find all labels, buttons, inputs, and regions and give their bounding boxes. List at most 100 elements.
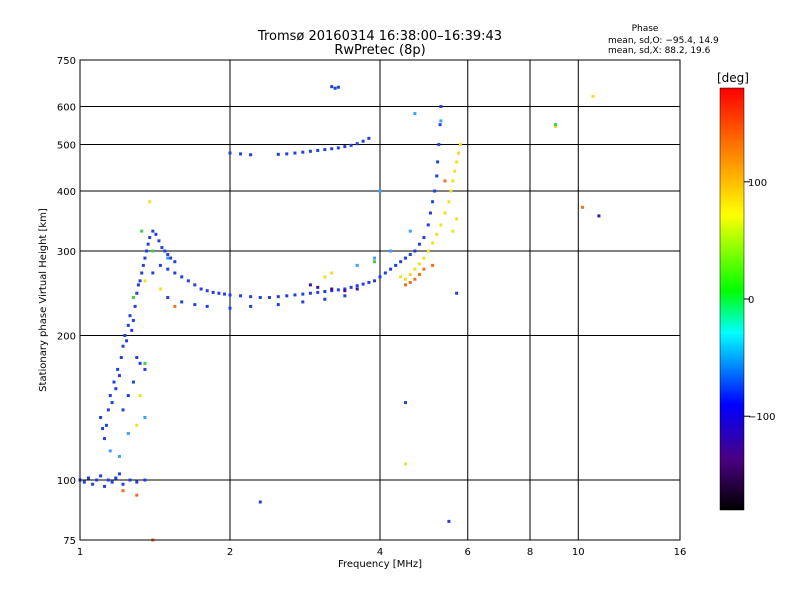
data-point xyxy=(186,279,190,283)
data-point xyxy=(128,478,132,482)
data-point xyxy=(173,271,177,275)
y-tick-label: 400 xyxy=(57,187,76,198)
data-point xyxy=(336,146,340,150)
data-point xyxy=(154,232,158,236)
data-point xyxy=(323,297,327,301)
data-point xyxy=(117,454,121,458)
data-point xyxy=(408,273,412,277)
data-points xyxy=(78,85,601,542)
data-point xyxy=(378,189,382,193)
data-point xyxy=(135,480,139,484)
data-point xyxy=(453,169,457,173)
colorbar-label: [deg] xyxy=(717,71,749,85)
data-point xyxy=(276,152,280,156)
data-point xyxy=(110,401,114,405)
data-point xyxy=(417,273,421,277)
data-point xyxy=(301,300,305,304)
data-point xyxy=(180,275,184,279)
data-point xyxy=(435,232,439,236)
y-axis-label: Stationary phase Virtual Height [km] xyxy=(38,208,49,392)
data-point xyxy=(140,271,144,275)
data-point xyxy=(443,179,447,183)
data-point xyxy=(451,179,455,183)
data-point xyxy=(417,262,421,266)
data-point xyxy=(438,123,442,127)
x-tick-label: 6 xyxy=(465,547,471,558)
data-point xyxy=(119,355,123,359)
data-point xyxy=(91,482,95,486)
data-point xyxy=(145,249,149,253)
data-point xyxy=(336,288,340,292)
data-point xyxy=(193,303,197,307)
data-point xyxy=(355,142,359,146)
data-point xyxy=(95,478,99,482)
data-point xyxy=(148,236,152,240)
data-point xyxy=(293,151,297,155)
data-point xyxy=(138,361,142,365)
data-point xyxy=(285,294,289,298)
data-point xyxy=(166,296,170,300)
colorbar-tick-label: 100 xyxy=(748,178,767,189)
data-point xyxy=(121,344,125,348)
data-point xyxy=(343,289,347,293)
data-point xyxy=(146,242,150,246)
grid-lines xyxy=(80,60,680,540)
data-point xyxy=(199,287,203,291)
data-point xyxy=(437,143,441,147)
data-point xyxy=(436,160,440,164)
x-axis-label: Frequency [MHz] xyxy=(338,559,422,570)
x-axis-ticks: 1 2 4 6 8 10 16 xyxy=(77,547,687,558)
data-point xyxy=(413,267,417,271)
data-point xyxy=(136,283,140,287)
data-point xyxy=(180,300,184,304)
data-point xyxy=(114,387,118,391)
x-tick-label: 10 xyxy=(572,547,585,558)
data-point xyxy=(125,339,129,343)
data-point xyxy=(383,271,387,275)
data-point xyxy=(126,323,130,327)
chart-subtitle: RwPretec (8p) xyxy=(334,43,425,58)
data-point xyxy=(330,271,334,275)
x-tick-label: 8 xyxy=(527,547,533,558)
data-point xyxy=(135,423,139,427)
data-point xyxy=(135,355,139,359)
data-point xyxy=(158,287,162,291)
data-point xyxy=(148,200,152,204)
y-tick-label: 200 xyxy=(57,332,76,343)
data-point xyxy=(447,200,451,204)
data-point xyxy=(439,105,443,109)
data-point xyxy=(103,437,107,441)
data-point xyxy=(249,153,253,157)
data-point xyxy=(163,249,167,253)
colorbar-ticks: 100 0 −100 xyxy=(744,178,775,423)
data-point xyxy=(99,415,103,419)
data-point xyxy=(166,267,170,271)
data-point xyxy=(308,283,312,287)
data-point xyxy=(126,394,130,398)
data-point xyxy=(276,303,280,307)
stats-heading: Phase xyxy=(632,24,659,34)
data-point xyxy=(333,86,337,90)
data-point xyxy=(130,328,134,332)
data-point xyxy=(343,287,347,291)
data-point xyxy=(330,85,334,89)
data-point xyxy=(431,241,435,245)
data-point xyxy=(301,150,305,154)
data-point xyxy=(169,256,173,260)
data-point xyxy=(112,380,116,384)
data-point xyxy=(151,249,155,253)
data-point xyxy=(343,145,347,149)
data-point xyxy=(323,275,327,279)
data-point xyxy=(101,427,105,431)
y-tick-label: 600 xyxy=(57,103,76,114)
data-point xyxy=(128,314,132,318)
data-point xyxy=(431,263,435,267)
data-point xyxy=(413,277,417,281)
data-point xyxy=(82,480,86,484)
data-point xyxy=(151,229,155,233)
data-point xyxy=(367,280,371,284)
data-point xyxy=(458,143,462,147)
data-point xyxy=(435,174,439,178)
data-point xyxy=(394,263,398,267)
data-point xyxy=(121,482,125,486)
